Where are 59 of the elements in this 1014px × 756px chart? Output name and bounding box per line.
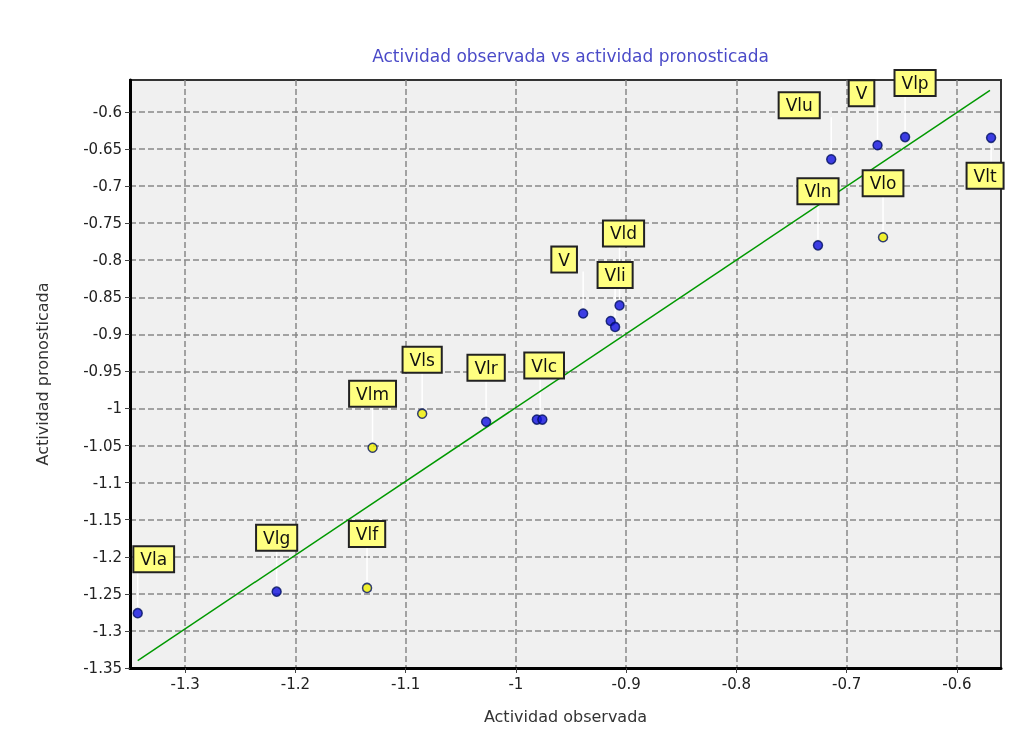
point [480,416,492,428]
point [577,308,589,319]
annotation: Vln [804,181,832,202]
y-tick-label: -0.95 [83,362,122,381]
y-tick-label: -0.7 [92,177,122,196]
x-tick-label: -1.1 [390,674,421,693]
y-tick-label: -0.65 [83,139,122,158]
y-tick-label: -1.2 [92,547,122,566]
point [877,231,889,243]
y-tick-label: -1.25 [83,584,122,603]
annotation: Vlu [785,95,813,116]
annotation: Vlf [355,523,380,544]
y-tick-label: -1 [107,399,122,418]
point [872,140,883,151]
x-tick-label: -1.2 [280,674,311,693]
y-axis-title: Actividad pronosticada [32,282,52,466]
annotation: Vld [609,223,638,244]
x-tick-label: -0.6 [942,674,972,693]
y-tick-label: -1.3 [92,621,122,640]
x-tick-label: -1 [508,674,524,693]
y-tick-label: -0.8 [92,251,122,270]
y-tick-label: -0.85 [83,288,122,307]
y-tick-label: -1.05 [83,436,122,455]
x-tick-label: -0.8 [721,674,752,693]
x-tick-label: -0.7 [832,674,862,693]
annotation: Vlp [901,73,929,94]
y-tick-label: -1.15 [83,510,122,529]
annotation: Vlg [263,527,291,548]
y-tick-label: -0.75 [83,214,122,233]
y-tick-label: -0.6 [92,102,122,121]
point [537,414,548,425]
point [899,131,911,143]
point [609,321,621,333]
point [825,154,837,165]
annotation: Vlm [356,383,390,404]
point [812,240,824,251]
y-tick-label: -0.9 [92,325,122,344]
annotation: Vla [140,549,168,570]
point [367,442,378,454]
point [985,132,997,144]
y-tick-label: -1.35 [83,659,122,677]
point [361,582,373,594]
annotation: V [855,83,868,104]
annotation: Vlr [474,357,498,378]
x-tick-label: -1.3 [170,674,200,693]
annotation: Vlc [531,355,557,376]
y-tick-label: -1.1 [92,473,122,492]
point [614,300,625,311]
annotation: V [558,249,571,270]
chart-title: Actividad observada vs actividad pronosticada [372,45,769,66]
x-tick-label: -0.9 [611,674,641,693]
point [271,586,282,597]
annotation: Vlt [973,165,997,186]
annotation: Vli [604,264,626,285]
annotation: Vls [409,349,435,370]
annotation: Vlo [869,173,897,194]
point [132,607,143,619]
x-axis-title: Actividad observada [483,706,648,726]
point [416,408,428,419]
